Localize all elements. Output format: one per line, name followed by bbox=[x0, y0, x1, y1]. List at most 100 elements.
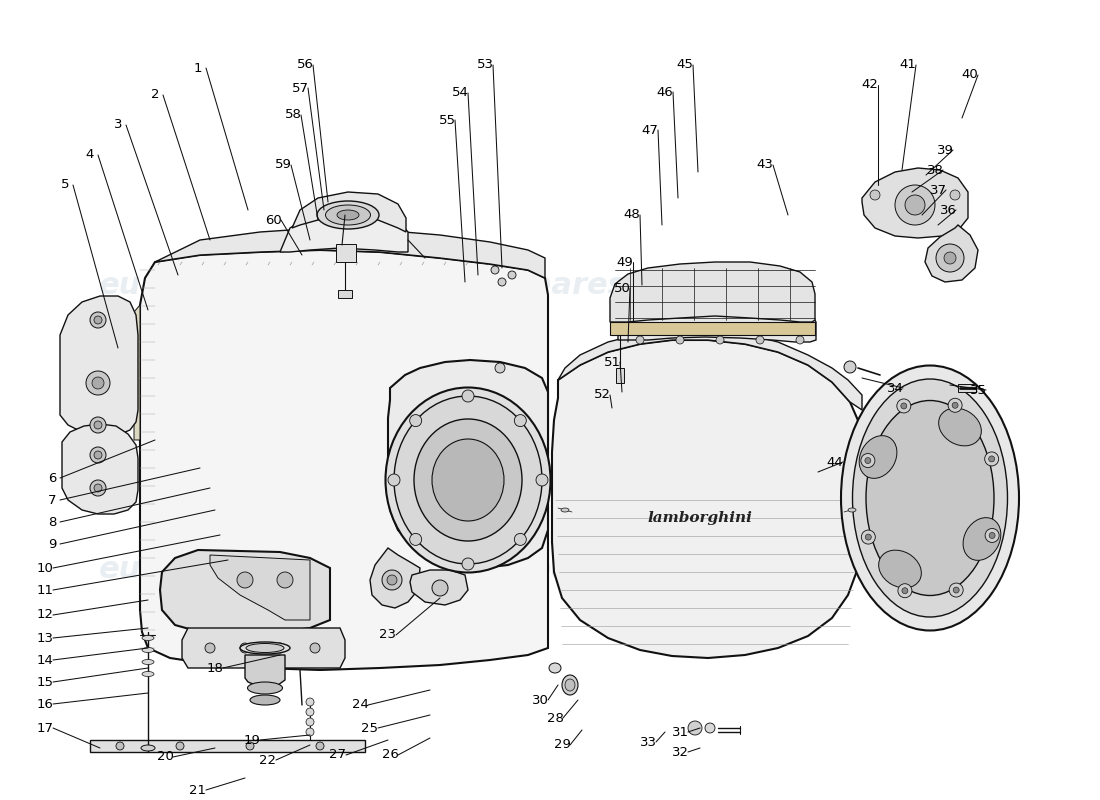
Text: 9: 9 bbox=[47, 538, 56, 550]
Text: 2: 2 bbox=[151, 89, 160, 102]
Circle shape bbox=[949, 583, 964, 597]
Text: 3: 3 bbox=[113, 118, 122, 131]
Circle shape bbox=[984, 452, 999, 466]
Ellipse shape bbox=[142, 635, 154, 641]
Circle shape bbox=[536, 474, 548, 486]
Circle shape bbox=[90, 417, 106, 433]
Circle shape bbox=[240, 643, 250, 653]
Text: 13: 13 bbox=[36, 631, 54, 645]
Polygon shape bbox=[925, 225, 978, 282]
Bar bbox=[616, 368, 624, 383]
Text: 32: 32 bbox=[671, 746, 689, 758]
Ellipse shape bbox=[250, 695, 280, 705]
Text: 58: 58 bbox=[285, 109, 301, 122]
Text: 54: 54 bbox=[452, 86, 469, 99]
Circle shape bbox=[676, 336, 684, 344]
Ellipse shape bbox=[938, 408, 981, 446]
Polygon shape bbox=[388, 360, 548, 568]
Ellipse shape bbox=[141, 745, 155, 751]
Text: 10: 10 bbox=[36, 562, 54, 574]
Circle shape bbox=[716, 336, 724, 344]
Ellipse shape bbox=[414, 419, 522, 541]
Ellipse shape bbox=[866, 401, 994, 595]
Circle shape bbox=[866, 534, 871, 540]
Circle shape bbox=[306, 708, 313, 716]
Polygon shape bbox=[210, 555, 310, 620]
Polygon shape bbox=[292, 192, 406, 232]
Text: 28: 28 bbox=[547, 711, 563, 725]
Polygon shape bbox=[155, 228, 544, 278]
Text: 31: 31 bbox=[671, 726, 689, 738]
Ellipse shape bbox=[549, 663, 561, 673]
Circle shape bbox=[387, 575, 397, 585]
Circle shape bbox=[277, 572, 293, 588]
Polygon shape bbox=[90, 740, 365, 752]
Circle shape bbox=[388, 474, 400, 486]
Circle shape bbox=[905, 195, 925, 215]
Circle shape bbox=[901, 403, 906, 409]
Circle shape bbox=[861, 454, 875, 467]
Text: 38: 38 bbox=[926, 163, 944, 177]
Circle shape bbox=[275, 643, 285, 653]
Circle shape bbox=[409, 534, 421, 546]
Text: 49: 49 bbox=[617, 255, 634, 269]
Circle shape bbox=[462, 390, 474, 402]
Text: 56: 56 bbox=[297, 58, 313, 71]
Text: 24: 24 bbox=[352, 698, 368, 711]
Circle shape bbox=[409, 414, 421, 426]
Circle shape bbox=[382, 570, 402, 590]
Text: 33: 33 bbox=[639, 735, 657, 749]
Circle shape bbox=[953, 402, 958, 408]
Polygon shape bbox=[558, 330, 862, 410]
Ellipse shape bbox=[246, 643, 284, 653]
Ellipse shape bbox=[848, 508, 856, 512]
Text: 20: 20 bbox=[156, 750, 174, 763]
Text: 7: 7 bbox=[47, 494, 56, 506]
Ellipse shape bbox=[394, 396, 542, 564]
Text: 25: 25 bbox=[362, 722, 378, 734]
Bar bbox=[336, 244, 356, 262]
Circle shape bbox=[861, 530, 876, 544]
Text: 60: 60 bbox=[265, 214, 282, 226]
Text: eurospares: eurospares bbox=[99, 555, 292, 585]
Circle shape bbox=[310, 643, 320, 653]
Circle shape bbox=[498, 278, 506, 286]
Text: 27: 27 bbox=[330, 749, 346, 762]
Text: 35: 35 bbox=[969, 383, 987, 397]
Ellipse shape bbox=[562, 675, 578, 695]
Text: 6: 6 bbox=[47, 471, 56, 485]
Text: 12: 12 bbox=[36, 609, 54, 622]
Circle shape bbox=[246, 742, 254, 750]
Circle shape bbox=[86, 371, 110, 395]
Ellipse shape bbox=[561, 508, 569, 512]
Circle shape bbox=[796, 336, 804, 344]
Text: 50: 50 bbox=[614, 282, 630, 294]
Text: 4: 4 bbox=[86, 149, 95, 162]
Text: 15: 15 bbox=[36, 675, 54, 689]
Polygon shape bbox=[610, 322, 815, 335]
Ellipse shape bbox=[432, 439, 504, 521]
Polygon shape bbox=[62, 424, 138, 514]
Ellipse shape bbox=[326, 205, 371, 225]
Circle shape bbox=[944, 252, 956, 264]
Text: 39: 39 bbox=[936, 143, 954, 157]
Text: 53: 53 bbox=[476, 58, 494, 71]
Text: 14: 14 bbox=[36, 654, 54, 666]
Circle shape bbox=[316, 742, 324, 750]
Circle shape bbox=[870, 190, 880, 200]
Text: 29: 29 bbox=[553, 738, 571, 751]
Circle shape bbox=[205, 643, 214, 653]
Circle shape bbox=[515, 534, 526, 546]
Circle shape bbox=[306, 698, 313, 706]
Polygon shape bbox=[60, 296, 138, 436]
Polygon shape bbox=[370, 548, 420, 608]
Text: 59: 59 bbox=[275, 158, 292, 171]
Circle shape bbox=[844, 361, 856, 373]
Polygon shape bbox=[280, 210, 408, 252]
Circle shape bbox=[116, 742, 124, 750]
Ellipse shape bbox=[142, 647, 154, 653]
Circle shape bbox=[236, 572, 253, 588]
Polygon shape bbox=[160, 550, 330, 635]
Text: 5: 5 bbox=[60, 178, 69, 191]
Text: 42: 42 bbox=[861, 78, 879, 91]
